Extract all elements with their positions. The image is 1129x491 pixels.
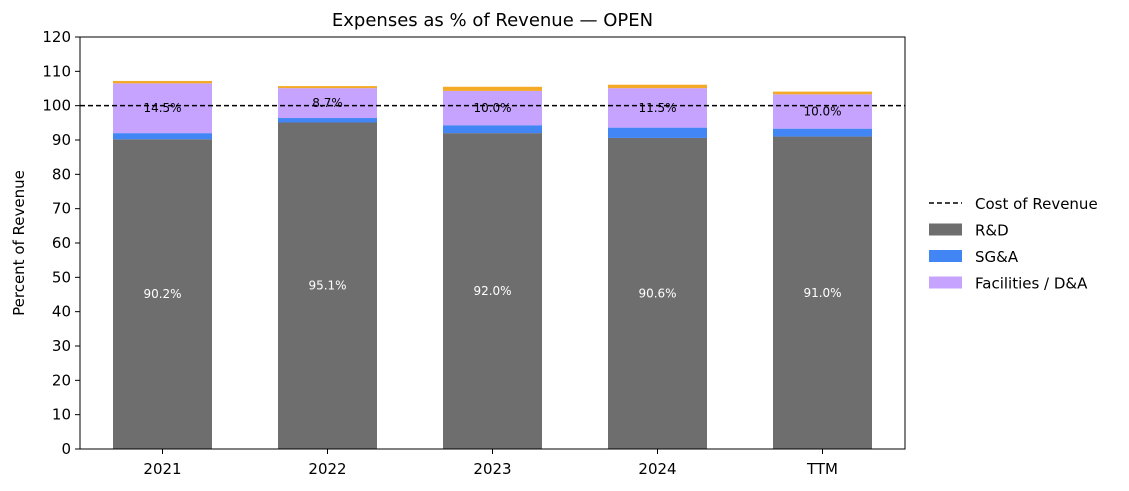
bar-segment	[443, 90, 542, 126]
bar-value-label: 11.5%	[638, 101, 676, 115]
bar-segment	[113, 139, 212, 449]
legend-label: Facilities / D&A	[975, 275, 1088, 293]
bar-value-label: 10.0%	[473, 101, 511, 115]
bar-value-label: 90.6%	[638, 286, 676, 300]
bar-segment	[773, 94, 872, 129]
bar-value-label: 90.2%	[143, 287, 181, 301]
bar-segment	[278, 122, 377, 450]
y-axis-title: Percent of Revenue	[10, 170, 28, 316]
y-tick-label: 20	[52, 371, 71, 389]
y-tick-label: 80	[52, 165, 71, 183]
bar-segment	[608, 127, 707, 138]
bar-segment	[113, 83, 212, 134]
chart-title: Expenses as % of Revenue — OPEN	[332, 10, 653, 31]
bar-segment	[443, 125, 542, 134]
legend-swatch	[929, 250, 962, 262]
bar-segment	[608, 88, 707, 128]
legend-label: R&D	[975, 222, 1009, 240]
y-tick-label: 70	[52, 200, 71, 218]
bar-value-label: 92.0%	[473, 284, 511, 298]
legend-label: SG&A	[975, 248, 1019, 266]
bar-segment	[773, 128, 872, 137]
y-tick-label: 50	[52, 268, 71, 286]
bar-segment	[278, 88, 377, 119]
bar-labels-group: 90.2% 14.5% 95.1% 8.7% 92.0% 10.0% 90.6% 11.5% 9…	[143, 96, 841, 301]
legend-label-cost-of-revenue: Cost of Revenue	[975, 195, 1098, 213]
x-tick-label: 2022	[308, 460, 346, 478]
x-tick-label: 2021	[143, 460, 181, 478]
bar-segment	[443, 86, 542, 91]
y-tick-label: 100	[42, 97, 71, 115]
bar-segment	[773, 136, 872, 450]
bar-value-label: 91.0%	[803, 286, 841, 300]
bar-segment	[278, 86, 377, 89]
bars-group	[113, 80, 872, 450]
y-tick-label: 110	[42, 62, 71, 80]
y-tick-label: 60	[52, 234, 71, 252]
legend: Cost of Revenue R&D SG&A Facilities / D&A	[929, 195, 1098, 293]
legend-swatch	[929, 223, 962, 236]
axes-group: 0 10 20 30 40 50 60 70 80 90 100 110 120 2021 2022 2023…	[42, 28, 906, 478]
y-tick-label: 40	[52, 303, 71, 321]
bar-value-label: 95.1%	[308, 279, 346, 293]
bar-segment	[278, 118, 377, 123]
x-tick-label: 2023	[473, 460, 511, 478]
y-tick-label: 120	[42, 28, 71, 46]
y-tick-label: 0	[61, 440, 71, 458]
legend-swatch	[929, 276, 962, 289]
y-tick-label: 30	[52, 337, 71, 355]
bar-value-label: 8.7%	[312, 96, 343, 110]
x-tick-label: 2024	[638, 460, 676, 478]
x-tick-label: TTM	[806, 460, 838, 478]
bar-value-label: 10.0%	[803, 105, 841, 119]
y-tick-label: 10	[52, 406, 71, 424]
bar-value-label: 14.5%	[143, 101, 181, 115]
bar-segment	[113, 133, 212, 140]
bar-segment	[608, 137, 707, 449]
y-tick-label: 90	[52, 131, 71, 149]
bar-segment	[113, 80, 212, 84]
bar-segment	[773, 91, 872, 95]
bar-segment	[443, 133, 542, 449]
bar-segment	[608, 84, 707, 89]
